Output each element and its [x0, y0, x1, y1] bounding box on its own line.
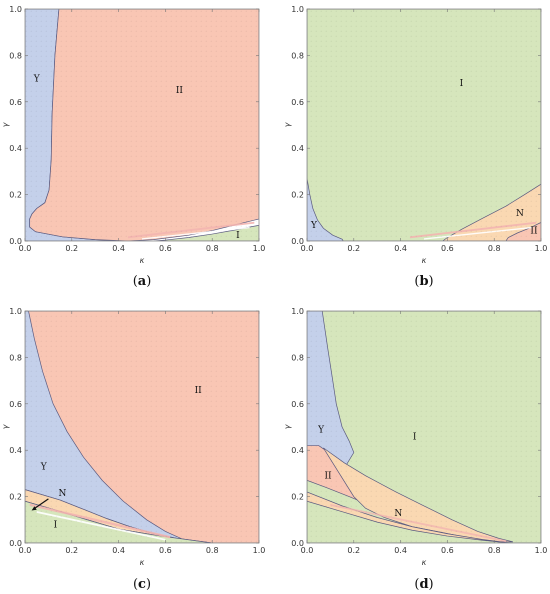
texture	[25, 9, 259, 241]
x-tick-label: 0.4	[394, 244, 407, 253]
x-tick-label: 1.0	[253, 244, 266, 253]
plot-area	[307, 311, 541, 543]
plot-frame	[24, 310, 260, 544]
region-label: I	[54, 520, 58, 530]
region-label: N	[59, 489, 67, 499]
x-tick-label: 0.8	[206, 244, 219, 253]
panel-caption: (c)	[133, 577, 151, 592]
x-tick-label: 0.2	[347, 244, 360, 253]
x-tick-label: 0.6	[159, 546, 172, 555]
plot-frame	[24, 8, 260, 242]
x-tick-label: 1.0	[253, 546, 266, 555]
region-label: Y	[40, 462, 48, 472]
region-label: Y	[33, 75, 41, 85]
region-label: II	[176, 86, 184, 96]
y-axis-label: γ	[283, 423, 292, 429]
panel-a: 0.0 0.2 0.4 0.6 0.8 1.0 0.0 0.2 0.4 0.6 0.8 1.0 κ γ Y I…	[1, 5, 265, 289]
region-label: I	[236, 231, 240, 241]
x-tick-label: 0.6	[441, 546, 454, 555]
x-tick-label: 0.4	[394, 546, 407, 555]
plot-area	[25, 9, 259, 241]
x-tick-label: 0.6	[159, 244, 172, 253]
y-tick-label: 0.2	[291, 191, 304, 200]
panel-caption: (b)	[414, 274, 433, 289]
panel-b: 0.0 0.2 0.4 0.6 0.8 1.0 0.0 0.2 0.4 0.6 0.8 1.0 κ γ I Y…	[283, 5, 547, 289]
y-tick-label: 0.8	[9, 353, 22, 362]
plot-area	[307, 9, 541, 241]
region-label: I	[413, 432, 417, 442]
region-label: I	[460, 79, 464, 89]
texture	[307, 311, 541, 543]
x-tick-label: 0.2	[65, 244, 78, 253]
y-tick-label: 0.2	[9, 493, 22, 502]
y-tick-label: 0.2	[9, 191, 22, 200]
x-tick-label: 1.0	[535, 546, 548, 555]
y-tick-label: 0.4	[9, 144, 22, 153]
y-tick-label: 0.8	[9, 51, 22, 60]
x-tick-label: 0.8	[488, 546, 501, 555]
x-tick-label: 0.2	[347, 546, 360, 555]
y-tick-label: 0.0	[291, 539, 304, 548]
region-label: Y	[317, 425, 325, 435]
x-tick-label: 0.8	[206, 546, 219, 555]
texture	[25, 311, 259, 543]
panel-d: 0.0 0.2 0.4 0.6 0.8 1.0 0.0 0.2 0.4 0.6 0.8 1.0 κ γ Y I…	[283, 307, 547, 592]
y-axis-label: γ	[283, 121, 292, 127]
region-label: II	[195, 386, 203, 396]
y-axis-label: γ	[1, 121, 10, 127]
region-label: Y	[310, 221, 318, 231]
texture	[307, 9, 541, 241]
region-label: II	[530, 227, 538, 237]
x-tick-label: 0.6	[441, 244, 454, 253]
y-tick-label: 0.4	[291, 144, 304, 153]
panel-caption: (d)	[414, 577, 433, 592]
x-axis-label: κ	[140, 558, 145, 567]
plot-area	[25, 311, 259, 543]
panel-c: 0.0 0.2 0.4 0.6 0.8 1.00.00.20.40.60.81.0κγII…	[1, 307, 265, 592]
x-tick-label: 0.4	[112, 546, 125, 555]
y-tick-label: 0.2	[291, 493, 304, 502]
x-tick-label: 0.0	[19, 244, 32, 253]
y-tick-label: 0.0	[291, 237, 304, 246]
y-tick-label: 1.0	[9, 307, 22, 316]
y-tick-label: 1.0	[9, 5, 22, 14]
x-axis-label: κ	[422, 558, 427, 567]
panel-caption: (a)	[133, 274, 152, 289]
pointer-arrowhead	[31, 506, 37, 511]
y-tick-label: 0.8	[291, 353, 304, 362]
plot-frame	[306, 8, 542, 242]
pointer-arrow	[32, 498, 49, 510]
y-tick-label: 1.0	[291, 307, 304, 316]
region-label: N	[516, 209, 524, 219]
y-axis-label: γ	[1, 423, 10, 429]
x-tick-label: 0.0	[301, 244, 314, 253]
y-tick-label: 0.8	[291, 51, 304, 60]
x-tick-label: 0.2	[65, 546, 78, 555]
x-tick-label: 0.4	[112, 244, 125, 253]
x-tick-label: 0.0	[301, 546, 314, 555]
x-axis-label: κ	[140, 256, 145, 265]
x-tick-label: 0.8	[488, 244, 501, 253]
y-tick-label: 0.0	[9, 539, 22, 548]
region-label: N	[394, 509, 402, 519]
y-tick-label: 0.6	[9, 400, 22, 409]
y-tick-label: 0.6	[9, 98, 22, 107]
y-tick-label: 1.0	[291, 5, 304, 14]
y-tick-label: 0.6	[291, 98, 304, 107]
x-tick-label: 1.0	[535, 244, 548, 253]
y-tick-label: 0.4	[9, 446, 22, 455]
x-axis-label: κ	[422, 256, 427, 265]
region-label: II	[324, 472, 332, 482]
y-tick-label: 0.0	[9, 237, 22, 246]
plot-frame	[306, 310, 542, 544]
y-tick-label: 0.6	[291, 400, 304, 409]
x-tick-label: 0.0	[19, 546, 32, 555]
y-tick-label: 0.4	[291, 446, 304, 455]
